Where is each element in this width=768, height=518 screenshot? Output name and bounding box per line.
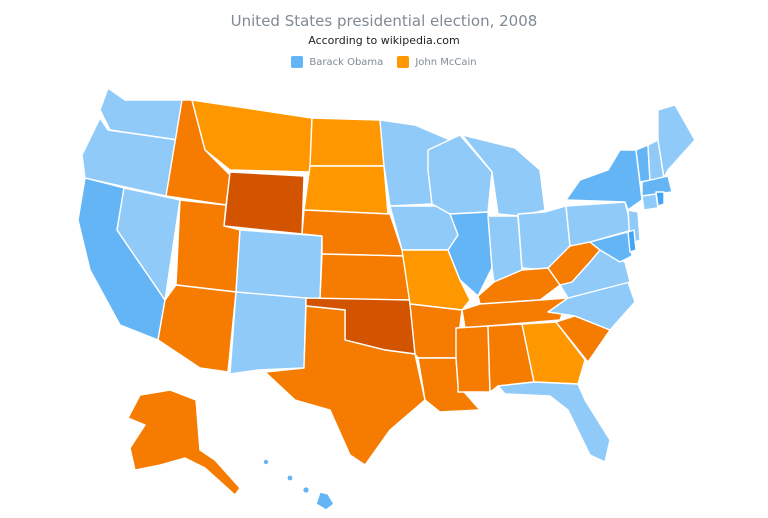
state-south-dakota[interactable] xyxy=(303,165,389,215)
state-maine[interactable] xyxy=(657,104,696,179)
legend-swatch-mccain xyxy=(397,56,410,68)
state-delaware[interactable] xyxy=(627,229,637,253)
state-north-dakota[interactable] xyxy=(309,117,385,167)
state-rhode-island[interactable] xyxy=(655,191,665,207)
state-florida[interactable] xyxy=(497,381,611,463)
state-arkansas[interactable] xyxy=(409,303,463,359)
state-connecticut[interactable] xyxy=(641,193,659,211)
state-hawaii[interactable] xyxy=(315,491,335,511)
state-mississippi[interactable] xyxy=(455,325,491,393)
chart-subtitle: According to wikipedia.com xyxy=(308,34,460,47)
legend-item-obama[interactable]: Barack Obama xyxy=(291,56,383,68)
chart-title: United States presidential election, 200… xyxy=(230,12,538,30)
legend-label-mccain: John McCain xyxy=(415,56,477,68)
state-georgia[interactable] xyxy=(521,321,586,385)
legend-label-obama: Barack Obama xyxy=(309,56,384,68)
legend: Barack Obama John McCain xyxy=(0,56,768,68)
legend-item-mccain[interactable]: John McCain xyxy=(397,56,477,68)
hawaii-island-oahu xyxy=(287,475,293,481)
legend-swatch-obama xyxy=(291,56,304,68)
hawaii-island-kauai xyxy=(263,459,269,465)
state-wyoming[interactable] xyxy=(223,171,305,235)
state-alaska[interactable] xyxy=(127,389,241,496)
state-new-mexico[interactable] xyxy=(229,291,307,375)
state-maryland[interactable] xyxy=(589,231,633,263)
state-kentucky[interactable] xyxy=(477,267,561,305)
state-arizona[interactable] xyxy=(157,284,237,373)
state-texas[interactable] xyxy=(264,305,426,466)
state-new-york[interactable] xyxy=(565,149,643,211)
hawaii-island-maui xyxy=(303,487,309,493)
state-massachusetts[interactable] xyxy=(641,175,673,197)
state-kansas[interactable] xyxy=(319,253,411,301)
state-colorado[interactable] xyxy=(235,229,323,301)
state-montana[interactable] xyxy=(191,99,313,173)
